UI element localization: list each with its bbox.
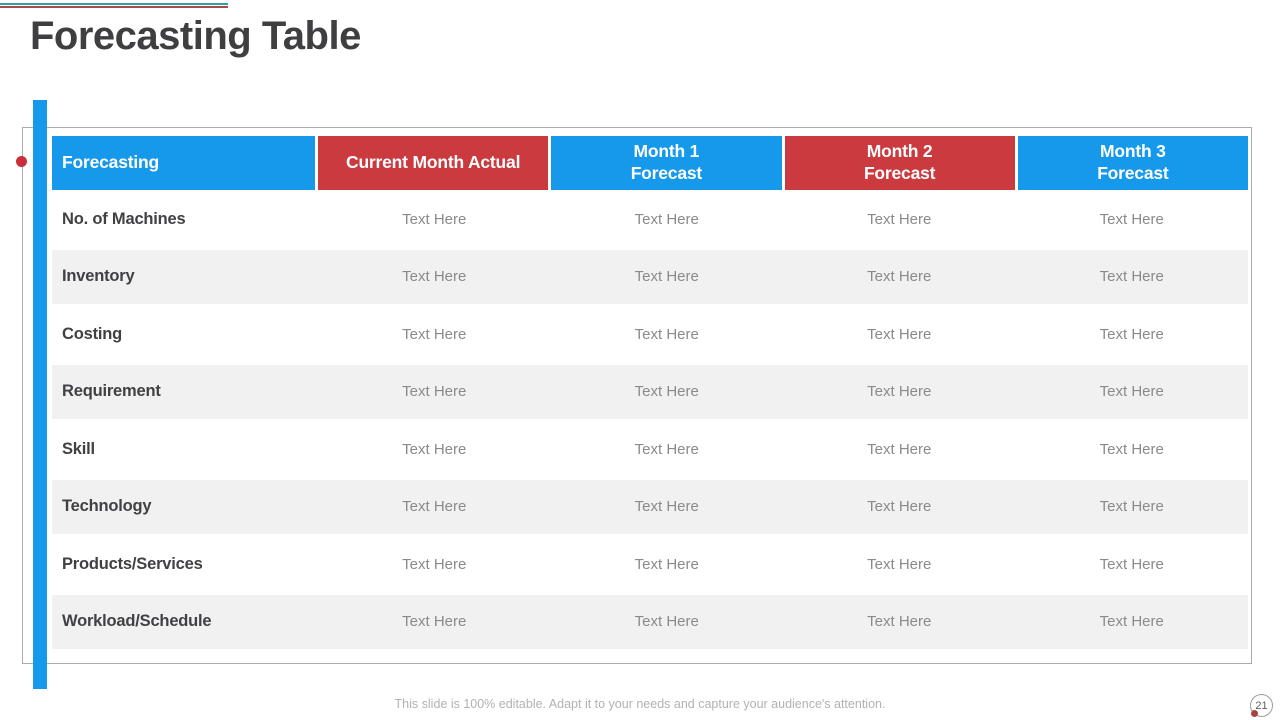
page-title: Forecasting Table — [30, 14, 361, 58]
blue-accent-bar — [33, 100, 47, 689]
table-cell: Text Here — [634, 383, 699, 401]
table-cell: Text Here — [402, 210, 467, 228]
red-bullet-dot — [16, 156, 27, 167]
table-cell: Text Here — [634, 613, 699, 631]
column-header-month-1-forecast: Month 1 Forecast — [551, 136, 785, 190]
table-cell: Text Here — [867, 440, 932, 458]
forecasting-table: Forecasting Current Month Actual Month 1… — [52, 136, 1248, 652]
table-cell: Text Here — [402, 555, 467, 573]
table-cell: Text Here — [402, 440, 467, 458]
table-cell: Text Here — [634, 325, 699, 343]
row-label: Inventory — [62, 267, 135, 286]
table-cell: Text Here — [867, 210, 932, 228]
column-header-forecasting: Forecasting — [52, 136, 318, 190]
table-cell: Text Here — [634, 440, 699, 458]
table-row: Inventory Text Here Text Here Text Here … — [52, 249, 1248, 307]
table-row: Skill Text Here Text Here Text Here Text… — [52, 422, 1248, 480]
table-cell: Text Here — [634, 268, 699, 286]
table-cell: Text Here — [1099, 383, 1164, 401]
table-cell: Text Here — [867, 498, 932, 516]
table-cell: Text Here — [402, 613, 467, 631]
row-label: Technology — [62, 497, 152, 516]
top-accent-line-maroon — [0, 6, 228, 8]
table-cell: Text Here — [867, 325, 932, 343]
table-body: No. of Machines Text Here Text Here Text… — [52, 192, 1248, 652]
table-cell: Text Here — [1099, 210, 1164, 228]
table-cell: Text Here — [634, 498, 699, 516]
table-cell: Text Here — [402, 498, 467, 516]
table-cell: Text Here — [867, 613, 932, 631]
row-label: Skill — [62, 439, 95, 458]
badge-red-dot — [1251, 710, 1258, 717]
table-row: Workload/Schedule Text Here Text Here Te… — [52, 594, 1248, 652]
column-header-current-month-actual: Current Month Actual — [318, 136, 552, 190]
table-cell: Text Here — [1099, 498, 1164, 516]
top-accent-line-teal — [0, 3, 228, 5]
table-cell: Text Here — [1099, 325, 1164, 343]
table-cell: Text Here — [634, 555, 699, 573]
column-header-month-2-forecast: Month 2 Forecast — [784, 136, 1018, 190]
table-cell: Text Here — [1099, 555, 1164, 573]
table-row: Requirement Text Here Text Here Text Her… — [52, 364, 1248, 422]
table-cell: Text Here — [1099, 268, 1164, 286]
footer-note: This slide is 100% editable. Adapt it to… — [394, 697, 886, 711]
table-cell: Text Here — [402, 268, 467, 286]
table-cell: Text Here — [402, 325, 467, 343]
table-cell: Text Here — [634, 210, 699, 228]
row-label: Costing — [62, 324, 123, 343]
page-number: 21 — [1255, 699, 1268, 712]
row-label: Products/Services — [62, 554, 203, 573]
row-label: Requirement — [62, 382, 161, 401]
table-header-row: Forecasting Current Month Actual Month 1… — [52, 136, 1248, 190]
column-header-month-3-forecast: Month 3 Forecast — [1017, 136, 1248, 190]
table-cell: Text Here — [867, 383, 932, 401]
table-row: No. of Machines Text Here Text Here Text… — [52, 192, 1248, 250]
table-cell: Text Here — [867, 268, 932, 286]
row-label: Workload/Schedule — [62, 612, 212, 631]
table-cell: Text Here — [402, 383, 467, 401]
table-cell: Text Here — [1099, 440, 1164, 458]
row-label: No. of Machines — [62, 209, 186, 228]
table-row: Products/Services Text Here Text Here Te… — [52, 537, 1248, 595]
table-row: Costing Text Here Text Here Text Here Te… — [52, 307, 1248, 365]
table-row: Technology Text Here Text Here Text Here… — [52, 479, 1248, 537]
table-cell: Text Here — [1099, 613, 1164, 631]
table-cell: Text Here — [867, 555, 932, 573]
